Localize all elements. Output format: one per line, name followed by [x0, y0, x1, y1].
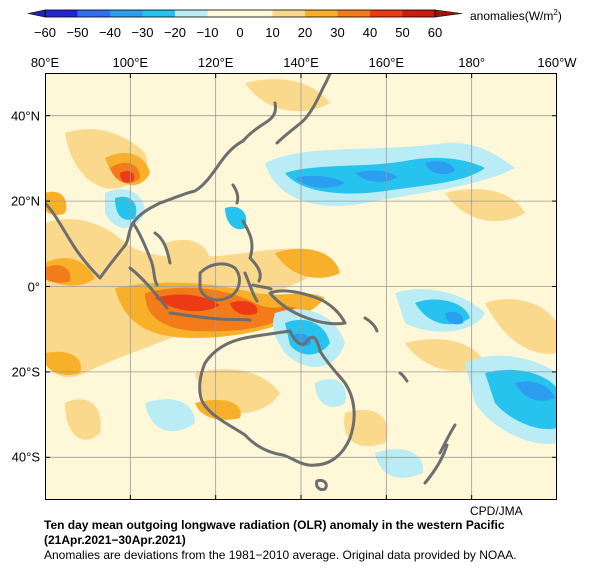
olr-anomaly-map: [45, 73, 557, 500]
colorbar-segment: [370, 10, 403, 17]
colorbar-max-arrow: [434, 9, 463, 18]
caption-period: (21Apr.2021−30Apr.2021): [44, 533, 186, 547]
colorbar-tick-label: −30: [131, 25, 154, 40]
longitude-label: 180°: [458, 55, 486, 70]
colorbar-segment: [45, 10, 78, 17]
caption-note: Anomalies are deviations from the 1981−2…: [44, 548, 517, 562]
latitude-label: 20°S: [11, 364, 40, 380]
colorbar-tick-label: −20: [163, 25, 187, 40]
longitude-label: 80°E: [30, 55, 60, 70]
caption-title: Ten day mean outgoing longwave radiation…: [44, 518, 505, 532]
colorbar-tick-label: −40: [98, 25, 122, 40]
colorbar-tick-label: 20: [297, 25, 313, 40]
colorbar-segment: [272, 10, 306, 17]
credit-label: CPD/JMA: [470, 504, 523, 518]
colorbar-segment: [142, 10, 176, 17]
map-frame-ticks: [45, 73, 557, 500]
colorbar-segment: [305, 10, 338, 17]
colorbar-tick-label: 0: [236, 25, 244, 40]
colorbar-tick-label: 30: [330, 25, 345, 40]
colorbar-segment: [175, 10, 208, 17]
colorbar: [27, 9, 463, 18]
colorbar-units-label: anomalies(W/m2): [470, 8, 562, 23]
colorbar-segment: [337, 10, 371, 17]
colorbar-tick-label: −60: [33, 25, 57, 40]
longitude-label: 120°E: [197, 55, 234, 70]
colorbar-segment: [110, 10, 143, 17]
colorbar-segment: [240, 10, 273, 17]
latitude-label: 0°: [27, 279, 40, 294]
colorbar-segment: [77, 10, 111, 17]
colorbar-tick-label: 10: [265, 25, 280, 40]
longitude-label: 160°W: [537, 55, 577, 70]
anomaly-negative-deep-patches: [293, 160, 555, 401]
longitude-label: 160°E: [368, 55, 405, 70]
longitude-label: 100°E: [112, 55, 149, 70]
colorbar-segments: [45, 10, 436, 17]
colorbar-tick-label: 60: [427, 25, 443, 40]
longitude-label: 140°E: [283, 55, 319, 70]
latitude-label: 40°S: [11, 449, 40, 465]
map-gridlines: [45, 73, 557, 500]
colorbar-segment: [402, 10, 436, 17]
latitude-label: 40°N: [10, 108, 40, 124]
colorbar-tick-label: 50: [395, 25, 410, 40]
colorbar-tick-label: 40: [362, 25, 378, 40]
colorbar-min-arrow: [27, 9, 46, 18]
latitude-label: 20°N: [10, 193, 40, 209]
colorbar-tick-label: −10: [196, 25, 219, 40]
colorbar-segment: [207, 10, 241, 17]
colorbar-tick-label: −50: [66, 25, 89, 40]
coastlines: [45, 73, 457, 491]
